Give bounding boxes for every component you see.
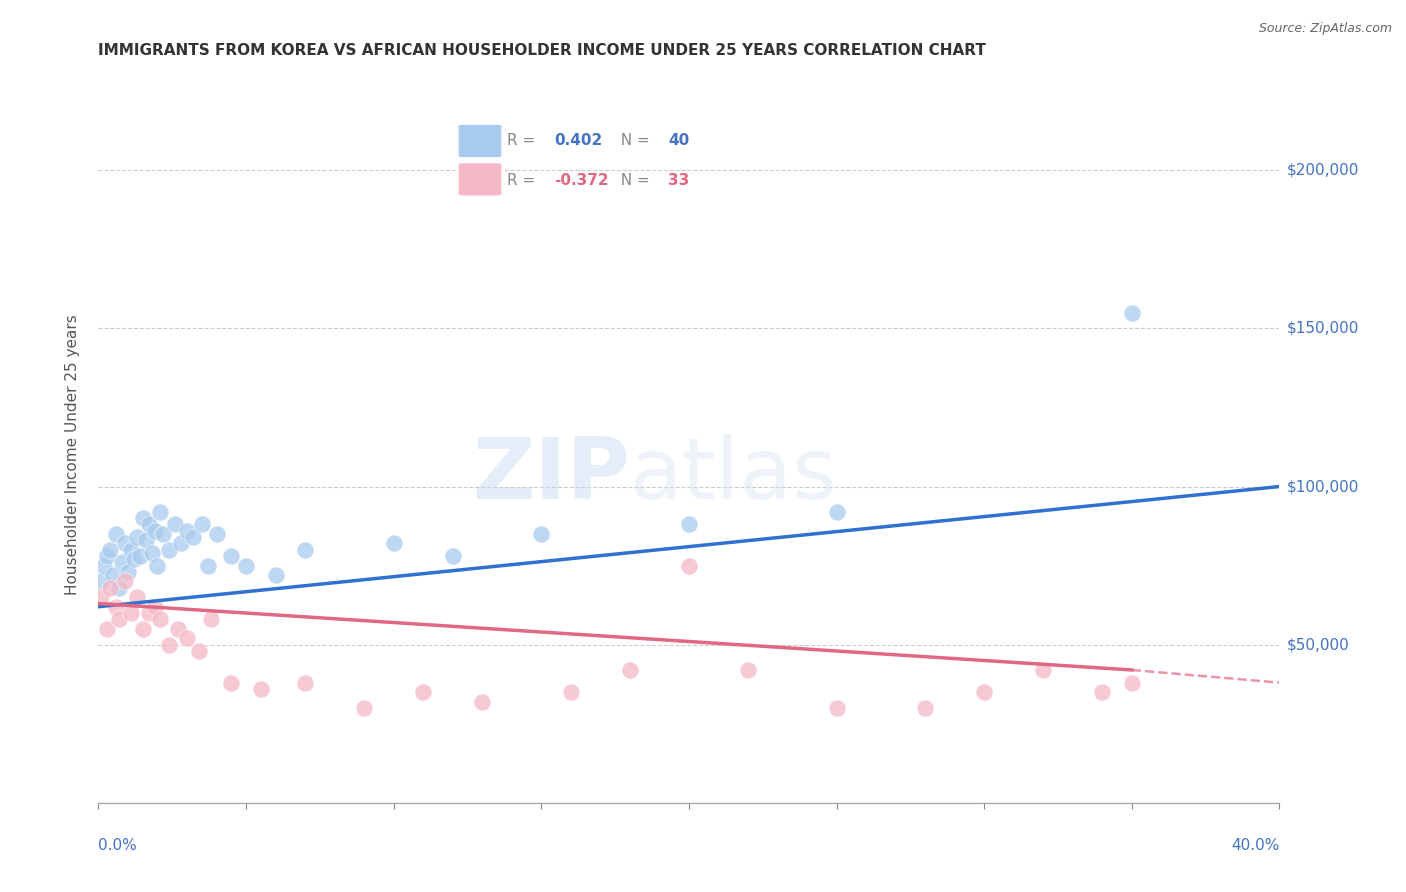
Point	[125, 530, 148, 544]
Text: Source: ZipAtlas.com: Source: ZipAtlas.com	[1258, 22, 1392, 36]
Point	[125, 591, 148, 605]
Point	[117, 565, 139, 579]
Point	[181, 530, 204, 544]
Point	[914, 701, 936, 715]
Point	[108, 612, 131, 626]
Point	[157, 542, 180, 557]
Point	[149, 505, 172, 519]
Point	[353, 701, 375, 715]
Point	[187, 644, 209, 658]
Text: 40.0%: 40.0%	[1232, 838, 1279, 854]
Point	[825, 701, 848, 715]
Point	[149, 612, 172, 626]
Point	[143, 524, 166, 538]
Point	[825, 505, 848, 519]
Text: 40: 40	[668, 134, 689, 148]
Point	[122, 552, 145, 566]
Point	[93, 558, 115, 573]
Point	[114, 574, 136, 589]
Point	[219, 549, 242, 563]
Y-axis label: Householder Income Under 25 years: Householder Income Under 25 years	[65, 315, 80, 595]
Point	[132, 511, 155, 525]
Point	[737, 663, 759, 677]
Text: atlas: atlas	[630, 434, 838, 517]
Text: R =: R =	[508, 134, 540, 148]
Point	[560, 685, 582, 699]
Point	[138, 517, 160, 532]
Point	[250, 681, 273, 696]
Point	[120, 542, 142, 557]
Point	[170, 536, 193, 550]
Legend: Immigrants from Korea, Africans: Immigrants from Korea, Africans	[512, 888, 866, 892]
Point	[141, 546, 163, 560]
FancyBboxPatch shape	[458, 162, 502, 196]
Text: $150,000: $150,000	[1286, 321, 1358, 336]
Text: $200,000: $200,000	[1286, 163, 1358, 178]
Point	[96, 549, 118, 563]
Point	[114, 536, 136, 550]
Point	[105, 527, 128, 541]
Point	[678, 517, 700, 532]
Text: N =: N =	[612, 173, 655, 187]
Text: IMMIGRANTS FROM KOREA VS AFRICAN HOUSEHOLDER INCOME UNDER 25 YEARS CORRELATION C: IMMIGRANTS FROM KOREA VS AFRICAN HOUSEHO…	[98, 43, 986, 58]
Point	[530, 527, 553, 541]
Text: 0.0%: 0.0%	[98, 838, 138, 854]
Text: -0.372: -0.372	[554, 173, 609, 187]
Point	[157, 638, 180, 652]
Point	[219, 675, 242, 690]
Point	[108, 581, 131, 595]
Point	[152, 527, 174, 541]
Point	[294, 675, 316, 690]
Point	[176, 524, 198, 538]
Point	[264, 568, 287, 582]
Point	[197, 558, 219, 573]
Point	[471, 695, 494, 709]
Point	[128, 549, 150, 563]
Point	[105, 599, 128, 614]
Point	[120, 606, 142, 620]
Text: 0.402: 0.402	[554, 134, 602, 148]
Point	[132, 622, 155, 636]
Point	[294, 542, 316, 557]
Text: R =: R =	[508, 173, 540, 187]
Point	[441, 549, 464, 563]
Text: ZIP: ZIP	[472, 434, 630, 517]
Point	[103, 568, 125, 582]
Point	[111, 556, 134, 570]
Text: $100,000: $100,000	[1286, 479, 1358, 494]
Point	[678, 558, 700, 573]
Point	[167, 622, 190, 636]
Point	[1091, 685, 1114, 699]
Point	[98, 581, 121, 595]
FancyBboxPatch shape	[458, 124, 502, 158]
Point	[382, 536, 405, 550]
Point	[146, 558, 169, 573]
Point	[138, 606, 160, 620]
Point	[1032, 663, 1054, 677]
Point	[96, 622, 118, 636]
Point	[1121, 305, 1143, 319]
Text: $50,000: $50,000	[1286, 637, 1350, 652]
Point	[90, 591, 112, 605]
Point	[165, 517, 187, 532]
Text: N =: N =	[612, 134, 655, 148]
Text: 33: 33	[668, 173, 689, 187]
Point	[191, 517, 214, 532]
Point	[235, 558, 257, 573]
Point	[135, 533, 157, 548]
Point	[412, 685, 434, 699]
Point	[619, 663, 641, 677]
Point	[200, 612, 222, 626]
Point	[90, 574, 112, 589]
Point	[1121, 675, 1143, 690]
Point	[973, 685, 995, 699]
Point	[143, 599, 166, 614]
Point	[205, 527, 228, 541]
Point	[176, 632, 198, 646]
Point	[98, 542, 121, 557]
